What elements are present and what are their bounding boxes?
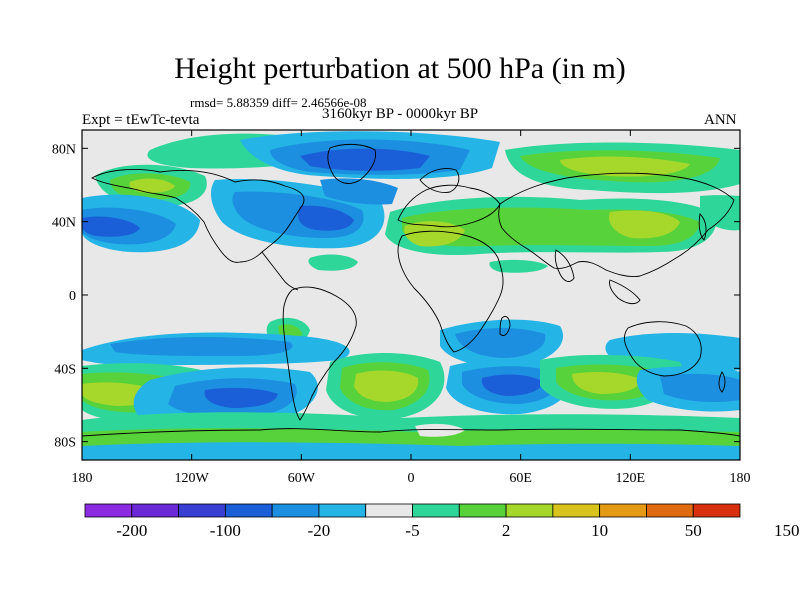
colorbar-label: -20 xyxy=(308,521,331,540)
y-tick-label: 40N xyxy=(52,216,76,231)
colorbar-label: 50 xyxy=(685,521,702,540)
colorbar-label: 10 xyxy=(591,521,608,540)
coastline-new-zealand xyxy=(718,371,726,393)
field-region xyxy=(82,442,740,460)
colorbar-swatch xyxy=(178,503,226,518)
period-label: 3160kyr BP - 0000kyr BP xyxy=(322,106,479,122)
colorbar-label: -200 xyxy=(116,521,147,540)
field-region xyxy=(204,387,278,408)
field-region xyxy=(320,178,398,205)
y-tick-label: 80N xyxy=(52,142,76,157)
x-tick-label: 120E xyxy=(616,471,646,486)
field-region xyxy=(660,373,740,402)
coastline-japan xyxy=(698,213,707,241)
colorbar-swatch xyxy=(131,503,179,518)
coastline-greenland xyxy=(327,143,377,184)
colorbar-swatch xyxy=(318,503,367,518)
colorbar-swatch xyxy=(505,503,554,518)
y-tick-label: 80S xyxy=(54,436,76,451)
coastline-south-america xyxy=(282,286,357,421)
field-region xyxy=(700,195,740,231)
field-region xyxy=(354,370,419,402)
colorbar-label: 150 xyxy=(774,521,800,540)
x-tick-label: 180 xyxy=(730,471,751,486)
y-tick-label: 0 xyxy=(69,289,76,304)
experiment-label: Expt = tEwTc-tevta xyxy=(82,112,200,128)
coastline-australia xyxy=(623,321,702,377)
colorbar-label: 2 xyxy=(502,521,511,540)
x-tick-label: 60E xyxy=(509,471,532,486)
colorbar-swatch xyxy=(224,503,273,518)
colorbar-swatch xyxy=(458,503,507,518)
coastline-north-america xyxy=(91,169,305,263)
field-region xyxy=(82,216,140,237)
colorbar-swatch xyxy=(692,503,741,518)
field-region xyxy=(300,148,430,171)
x-tick-label: 0 xyxy=(408,471,415,486)
field-region xyxy=(415,423,465,437)
field-region xyxy=(110,337,293,356)
colorbar-label: -5 xyxy=(405,521,419,540)
field-region xyxy=(455,328,546,358)
coastline-scandinavia xyxy=(419,168,460,193)
field-region xyxy=(297,205,354,231)
map-title: Height perturbation at 500 hPa (in m) xyxy=(174,52,626,85)
colorbar-label: -100 xyxy=(210,521,241,540)
coastline-india xyxy=(554,249,575,282)
coastline-africa xyxy=(397,230,504,353)
colorbar-swatch xyxy=(365,503,413,518)
contour-field xyxy=(82,130,740,460)
coastline-asia xyxy=(498,172,735,277)
coastline-antarctica xyxy=(82,428,740,437)
colorbar-swatch xyxy=(412,503,460,518)
x-tick-label: 120W xyxy=(175,471,210,486)
season-label: ANN xyxy=(704,112,737,128)
field-region xyxy=(404,221,465,247)
colorbar-swatch xyxy=(271,503,320,518)
x-tick-label: 180 xyxy=(72,471,93,486)
x-tick-label: 60W xyxy=(288,471,316,486)
axes: 80N 40N 0 40S 80S 180 120W 60W 0 60E 120E 180 xyxy=(52,130,751,486)
field-region xyxy=(489,259,548,273)
stats-line: rmsd= 5.88359 diff= 2.46566e-08 xyxy=(190,95,367,110)
y-tick-label: 40S xyxy=(54,362,76,377)
field-region xyxy=(608,210,680,239)
coastline-central-america xyxy=(261,251,299,291)
field-region xyxy=(560,156,690,177)
field-region xyxy=(572,372,642,394)
coastlines xyxy=(82,143,740,437)
coastline-southeast-asia xyxy=(609,279,641,305)
colorbar-swatch xyxy=(552,503,601,518)
field-region xyxy=(308,254,358,271)
field-region xyxy=(129,178,175,193)
colorbar-swatch xyxy=(599,503,647,518)
colorbar: -200 -100 -20 -5 2 10 50 150 xyxy=(84,503,800,540)
coastline-madagascar xyxy=(499,315,511,337)
colorbar-swatch xyxy=(84,503,133,518)
field-region xyxy=(481,374,544,396)
colorbar-swatch xyxy=(646,503,694,518)
